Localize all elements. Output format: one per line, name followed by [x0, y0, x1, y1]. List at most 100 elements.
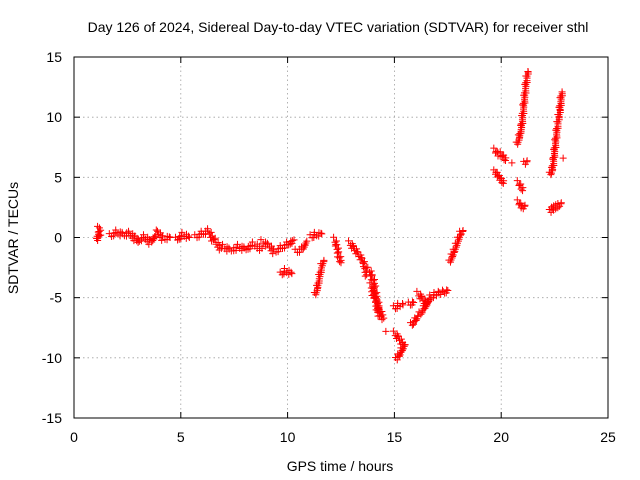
data-point: [178, 228, 186, 236]
data-point: [366, 279, 374, 287]
y-tick-label: 15: [46, 49, 62, 65]
x-tick-label: 15: [387, 429, 403, 445]
data-point: [499, 179, 507, 187]
data-point: [337, 259, 345, 267]
data-point: [490, 144, 498, 152]
data-point: [410, 298, 418, 306]
data-point: [287, 268, 295, 276]
data-point: [423, 301, 431, 309]
data-point: [139, 231, 147, 239]
data-point: [397, 335, 405, 343]
data-point: [318, 230, 326, 238]
data-point: [439, 287, 447, 295]
data-point: [513, 177, 521, 185]
data-point: [394, 332, 402, 340]
data-point: [556, 102, 564, 110]
chart-title: Day 126 of 2024, Sidereal Day-to-day VTE…: [88, 19, 589, 35]
data-point: [359, 259, 367, 267]
data-point: [134, 238, 142, 246]
data-point: [207, 228, 215, 236]
y-tick-label: -15: [42, 410, 62, 426]
data-point: [152, 226, 160, 234]
data-point: [125, 227, 133, 235]
data-point: [547, 171, 555, 179]
data-point: [418, 309, 426, 317]
data-point: [413, 315, 421, 323]
data-point: [456, 233, 464, 241]
data-point: [248, 238, 256, 246]
data-point: [219, 240, 227, 248]
data-point: [310, 233, 318, 241]
data-point: [286, 240, 294, 248]
data-point: [557, 92, 565, 100]
data-point: [422, 303, 430, 311]
data-point: [112, 226, 120, 234]
data-point: [280, 270, 288, 278]
data-point: [557, 200, 565, 208]
data-point: [285, 241, 293, 249]
data-point: [359, 260, 367, 268]
y-axis-label: SDTVAR / TECUs: [5, 182, 21, 294]
data-point: [316, 268, 324, 276]
data-point: [382, 327, 390, 335]
data-point: [395, 352, 403, 360]
data-point: [380, 314, 388, 322]
data-point: [185, 234, 193, 241]
data-point: [492, 168, 500, 176]
data-point: [378, 316, 386, 324]
data-point: [522, 79, 530, 87]
data-point: [336, 258, 344, 266]
data-point: [312, 289, 320, 297]
data-point: [521, 202, 529, 210]
data-point: [269, 250, 277, 258]
data-point: [97, 231, 105, 239]
data-point: [408, 321, 416, 329]
data-point: [396, 351, 404, 359]
tick-labels: 0 5 10 15 20 25 -15 -10 -5 0 5 10 15: [42, 49, 616, 445]
data-point: [345, 237, 353, 245]
data-point: [257, 236, 265, 244]
data-point: [417, 292, 425, 300]
data-point: [211, 234, 219, 242]
data-point: [233, 240, 241, 248]
data-point: [548, 162, 556, 170]
data-point: [508, 159, 516, 167]
data-point: [278, 271, 286, 279]
y-tick-label: -10: [42, 350, 62, 366]
data-point: [370, 293, 378, 301]
data-point: [453, 239, 461, 247]
data-point: [451, 245, 459, 253]
data-point: [516, 129, 524, 137]
y-tick-label: 0: [54, 230, 62, 246]
data-point: [515, 180, 523, 188]
data-point: [523, 158, 531, 166]
data-point: [263, 239, 271, 247]
data-point: [513, 196, 521, 204]
data-point: [417, 310, 425, 318]
data-point: [523, 72, 531, 80]
data-point: [375, 312, 383, 320]
data-point: [94, 222, 102, 230]
x-tick-label: 5: [177, 429, 185, 445]
data-points: [92, 67, 567, 364]
data-point: [519, 99, 527, 107]
data-point: [335, 248, 343, 256]
data-point: [389, 327, 397, 335]
data-point: [425, 297, 433, 305]
data-point: [501, 156, 509, 164]
data-point: [158, 236, 166, 244]
axis-ticks: [73, 56, 609, 419]
data-point: [518, 109, 526, 117]
x-axis-label: GPS time / hours: [287, 458, 394, 474]
data-point: [95, 227, 103, 235]
data-point: [332, 240, 340, 248]
data-point: [393, 356, 401, 364]
data-point: [288, 239, 296, 247]
data-point: [549, 154, 557, 162]
data-point: [524, 67, 532, 75]
x-tick-label: 10: [280, 429, 296, 445]
data-point: [330, 233, 338, 241]
data-point: [401, 341, 409, 349]
data-point: [185, 232, 193, 240]
